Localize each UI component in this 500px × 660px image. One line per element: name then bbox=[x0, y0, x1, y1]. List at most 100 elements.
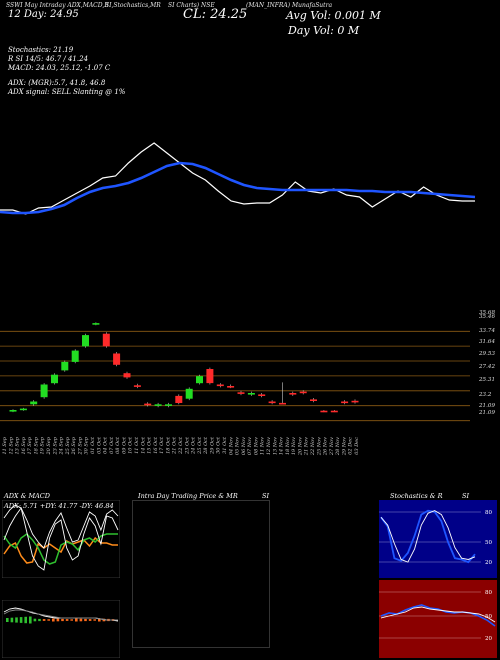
header-title-2: SI,Stochastics,MR bbox=[105, 2, 161, 9]
date-label: 08 Oct bbox=[115, 436, 121, 454]
candle-down bbox=[351, 400, 359, 403]
date-label: 18 Sep bbox=[33, 436, 39, 454]
date-label: 24 Sep bbox=[59, 436, 65, 455]
date-label: 20 Sep bbox=[46, 436, 52, 455]
candle-up bbox=[30, 401, 38, 405]
date-label: 11 Sep bbox=[2, 436, 8, 454]
header-title-4: (MAN_INFRA) MunafaSutra bbox=[246, 2, 333, 9]
date-label: 12 Nov bbox=[266, 437, 272, 455]
macd-histogram-bar bbox=[38, 618, 41, 622]
stochastics-panel: 80 50 20 bbox=[379, 500, 497, 578]
price-line bbox=[0, 142, 475, 215]
stochastics-readout: Stochastics: 21.19 bbox=[8, 46, 74, 54]
stoch-d-line bbox=[380, 510, 476, 563]
candle-down bbox=[144, 403, 152, 406]
date-label: 26 Sep bbox=[71, 436, 77, 455]
stoch-axis-label: 50 bbox=[485, 540, 492, 546]
adx-signal: ADX signal: SELL Slanting @ 1% bbox=[8, 88, 126, 96]
price-axis-label: 27.42 bbox=[478, 364, 495, 370]
candle-down bbox=[330, 410, 338, 413]
date-label: 27 Nov bbox=[329, 437, 335, 456]
date-label: 26 Nov bbox=[323, 437, 329, 456]
date-label: 22 Nov bbox=[310, 437, 316, 456]
rsi-signal-line bbox=[380, 606, 496, 623]
candle-up bbox=[82, 335, 89, 347]
date-label: 03 Dec bbox=[354, 437, 360, 455]
date-label: 14 Nov bbox=[279, 437, 285, 455]
candle-down bbox=[175, 395, 183, 403]
candle-down bbox=[237, 392, 245, 394]
date-label: 03 Oct bbox=[96, 436, 102, 454]
price-axis-label: 23.2 bbox=[478, 392, 492, 398]
candle-down bbox=[279, 402, 286, 405]
date-label: 05 Nov bbox=[235, 437, 241, 455]
macd-histogram-bar bbox=[33, 618, 37, 622]
price-axis-label: 33.74 bbox=[479, 328, 495, 334]
candle-down bbox=[268, 401, 276, 404]
price-axis-label: 35.68 bbox=[479, 310, 495, 316]
candle-up bbox=[185, 388, 193, 399]
macd-histogram-bar bbox=[42, 619, 46, 621]
header-title-1: SSWI May Intraday ADX,MACD,B bbox=[6, 2, 109, 9]
candle-down bbox=[310, 399, 317, 401]
date-label: 12 Sep bbox=[8, 436, 14, 454]
date-label: 18 Nov bbox=[285, 437, 291, 455]
macd-histogram-bar bbox=[102, 618, 106, 622]
macd-signal-line bbox=[3, 609, 118, 621]
day-label: 12 Day: 24.95 bbox=[8, 9, 79, 20]
date-label: 15 Oct bbox=[147, 436, 153, 454]
stoch-axis-label: 20 bbox=[485, 560, 492, 566]
date-label: 25 Oct bbox=[197, 436, 203, 455]
price-axis-label: 21.09 bbox=[478, 403, 495, 409]
macd-histogram-bar bbox=[15, 617, 18, 623]
candle-down bbox=[216, 384, 224, 387]
candle-up bbox=[154, 404, 162, 406]
date-label: 23 Oct bbox=[184, 436, 190, 455]
macd-histogram-bar bbox=[70, 619, 73, 621]
macd-histogram-bar bbox=[79, 618, 83, 622]
candle-down bbox=[206, 369, 214, 384]
macd-histogram-bar bbox=[75, 618, 78, 622]
candle-up bbox=[92, 323, 100, 325]
macd-histogram-bar bbox=[24, 616, 27, 624]
date-label: 07 Oct bbox=[109, 436, 115, 454]
candle-down bbox=[289, 393, 297, 395]
macd-panel bbox=[2, 600, 120, 658]
stoch-panel-title: Stochastics & R bbox=[390, 492, 443, 500]
date-label: 20 Nov bbox=[297, 437, 303, 456]
adx-panel-title: ADX & MACD bbox=[4, 492, 50, 500]
date-label: 28 Oct bbox=[203, 436, 209, 455]
date-label: 25 Nov bbox=[316, 437, 322, 456]
stoch-background bbox=[379, 500, 497, 578]
macd-histogram-bar bbox=[29, 616, 32, 624]
macd-histogram-bar bbox=[52, 618, 55, 622]
intraday-panel-title: Intra Day Trading Price & MR bbox=[138, 492, 238, 500]
close-label: CL: 24.25 bbox=[183, 7, 248, 22]
price-axis-label: 29.53 bbox=[478, 351, 495, 357]
price-axis-label: 21.09 bbox=[478, 410, 495, 416]
macd-histogram-bar bbox=[93, 619, 96, 621]
date-label: 23 Sep bbox=[52, 436, 58, 455]
candle-down bbox=[258, 394, 266, 396]
macd-readout: MACD: 24.03, 25.12, -1.07 C bbox=[8, 64, 111, 72]
date-label: 04 Nov bbox=[228, 437, 234, 455]
date-label: 02 Dec bbox=[348, 437, 354, 455]
date-label: 22 Oct bbox=[178, 436, 184, 455]
price-axis-label: 25.31 bbox=[478, 377, 495, 383]
date-label: 13 Nov bbox=[272, 437, 278, 455]
date-label: 13 Sep bbox=[15, 436, 21, 454]
candle-down bbox=[133, 385, 141, 387]
candle-up bbox=[51, 374, 58, 384]
header-title-3: SI Charts) NSE bbox=[168, 2, 215, 9]
candle-down bbox=[299, 391, 307, 394]
adx-signal-line bbox=[3, 504, 119, 549]
price-axis-label: 35.46 bbox=[479, 314, 495, 320]
date-label: 14 Oct bbox=[140, 436, 146, 454]
date-label: 29 Nov bbox=[341, 437, 347, 456]
macd-histogram-bar bbox=[61, 618, 64, 622]
date-label: 30 Oct bbox=[216, 436, 222, 454]
date-label: 07 Nov bbox=[247, 437, 253, 455]
date-label: 28 Nov bbox=[335, 437, 341, 456]
macd-histogram-bar bbox=[10, 617, 14, 623]
candle-up bbox=[71, 350, 79, 362]
